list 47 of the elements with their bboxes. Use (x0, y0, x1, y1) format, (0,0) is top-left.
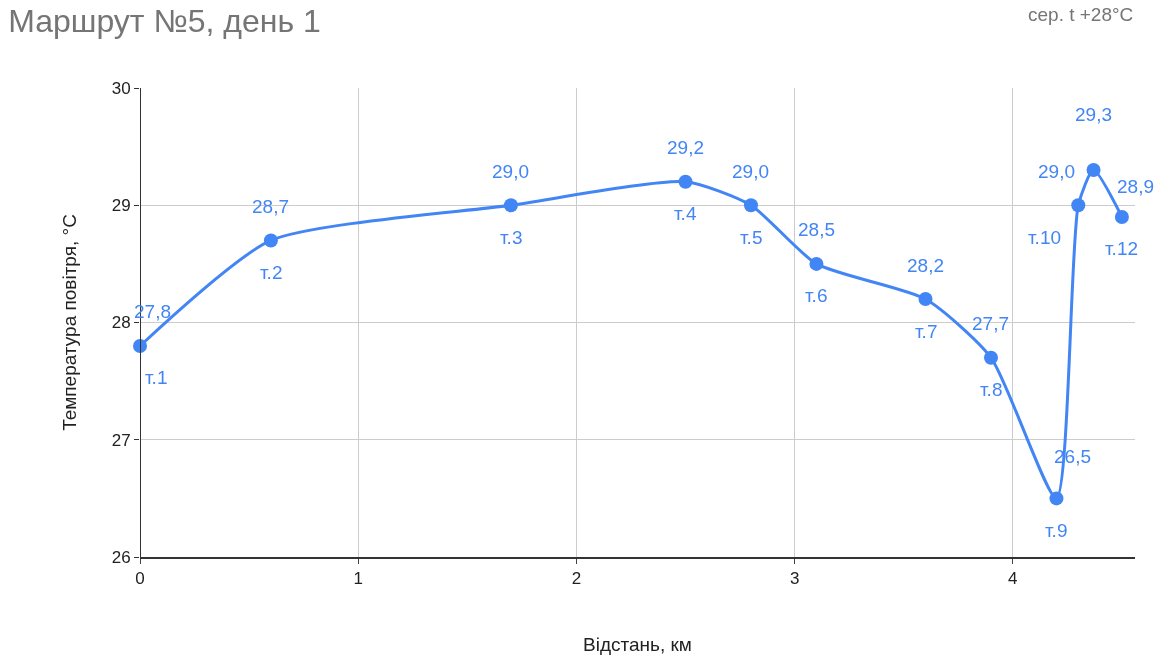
data-label: 29,0 (1038, 161, 1075, 182)
point (1071, 198, 1086, 213)
data-label: 28,7 (252, 196, 289, 217)
y-tick-label: 26 (111, 547, 131, 567)
data-label: 28,2 (907, 255, 944, 276)
annotation: т.6 (805, 285, 828, 306)
annotation: т.1 (145, 367, 168, 388)
data-label: 27,7 (972, 313, 1009, 334)
annotation: т.3 (500, 227, 523, 248)
data-label: 28,5 (798, 219, 835, 240)
x-tick-label: 1 (353, 569, 363, 589)
annotation: т.9 (1045, 520, 1068, 541)
point (984, 350, 998, 365)
point (918, 292, 933, 307)
x-tick-label: 4 (1008, 569, 1018, 589)
point (1049, 491, 1064, 506)
data-label: 28,9 (1117, 176, 1154, 197)
point (133, 338, 147, 353)
y-tick-label: 30 (111, 78, 131, 98)
point (1114, 209, 1129, 224)
point (809, 256, 824, 271)
data-label: 29,0 (732, 161, 769, 182)
annotation: т.4 (674, 203, 697, 224)
point (503, 198, 518, 213)
annotation: т.5 (740, 227, 763, 248)
data-label: 29,0 (492, 161, 529, 182)
y-tick-label: 27 (111, 430, 131, 450)
annotation: т.8 (980, 379, 1003, 400)
point (678, 174, 693, 189)
point (1086, 163, 1101, 178)
data-label: 29,2 (667, 137, 704, 158)
annotation: т.7 (915, 321, 938, 342)
point (743, 198, 758, 213)
chart-title: Маршрут №5, день 1 (8, 3, 321, 40)
data-label: 29,3 (1075, 104, 1112, 125)
x-axis-title: Відстань, км (583, 633, 692, 655)
y-tick-label: 28 (111, 313, 131, 333)
annotation: т.12 (1105, 238, 1139, 259)
text: сер. t +28°C (1028, 4, 1134, 25)
annotation: т.2 (260, 262, 283, 283)
point (263, 233, 278, 248)
y-axis-title: Температура повітря, °C (58, 214, 80, 431)
x-tick-label: 3 (789, 569, 800, 589)
x-tick-label: 2 (571, 569, 582, 589)
x-tick-label: 0 (135, 569, 145, 589)
y-tick-label: 29 (111, 196, 131, 216)
annotation: т.10 (1028, 227, 1062, 248)
